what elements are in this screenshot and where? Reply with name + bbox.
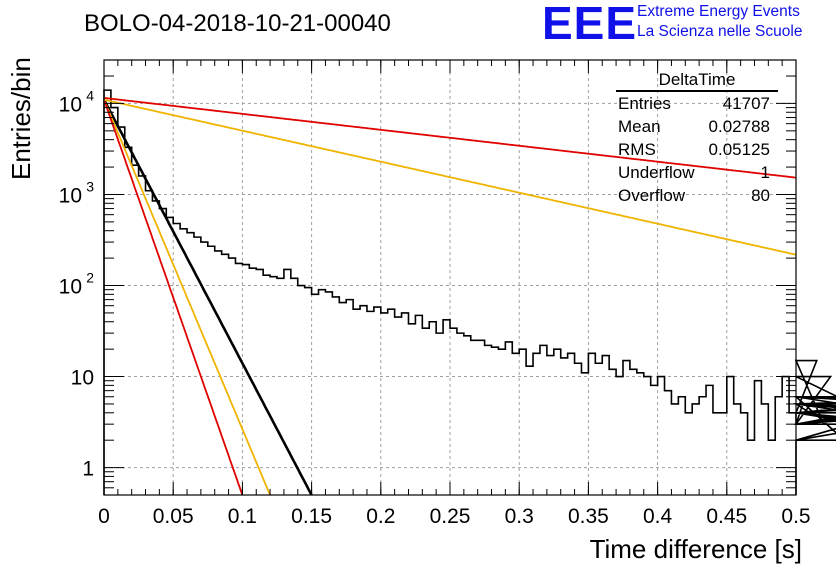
stats-value: 1 [760,163,770,182]
x-tick-label: 0.1 [228,505,257,528]
stats-value: 80 [751,186,770,205]
logo-line-1: Extreme Energy Events [637,3,800,20]
y-tick-exponent: 4 [86,87,94,103]
fit-curve-5 [103,97,797,179]
y-tick-label: 10 [59,93,82,116]
stats-label: RMS [618,140,656,159]
y-tick-exponent: 2 [86,270,94,286]
grid-lines [104,60,796,495]
x-tick-label: 0 [98,505,110,528]
y-axis-label: Entries/bin [6,57,36,180]
logo-line-2: La Scienza nelle Scuole [637,23,803,40]
axes-frame: 0 0.05 0.1 0.15 0.2 0.25 0.3 0.35 0.4 0.45 0.5 1 10 1… [59,59,811,528]
stats-box: DeltaTime Entries 41707 Mean 0.02788 RMS… [610,70,778,207]
stats-label: Overflow [618,186,686,205]
x-tick-label: 0.3 [505,505,534,528]
fit-curve-2 [103,99,271,496]
stats-row-overflow: Overflow 80 [610,184,778,207]
x-tick-label: 0.5 [781,505,810,528]
y-tick-label: 10 [71,367,94,390]
stats-box-title: DeltaTime [616,70,778,92]
fit-curves [102,97,797,496]
stats-row-entries: Entries 41707 [610,92,778,115]
x-tick-label: 0.2 [366,505,395,528]
x-tick-label: 0.45 [706,505,747,528]
stats-label: Entries [618,94,671,113]
stats-label: Underflow [618,163,695,182]
stats-value: 41707 [722,94,770,113]
stats-value: 0.05125 [708,140,770,159]
fit-curve-1 [102,99,313,496]
histogram-layer [103,89,836,495]
stats-label: Mean [618,117,661,136]
y-tick-label: 1 [82,458,94,481]
stats-row-underflow: Underflow 1 [610,161,778,184]
x-axis-label: Time difference [s] [589,534,802,564]
histogram-outline [103,89,836,495]
y-tick-exponent: 3 [86,178,94,194]
fit-curve-3 [103,99,244,496]
stats-value: 0.02788 [708,117,770,136]
x-tick-label: 0.4 [643,505,673,528]
x-tick-label: 0.35 [568,505,609,528]
x-tick-label: 0.15 [291,505,332,528]
x-tick-label: 0.05 [153,505,194,528]
stats-row-mean: Mean 0.02788 [610,115,778,138]
x-tick-label: 0.25 [430,505,471,528]
plot-frame [103,59,797,496]
y-tick-label: 10 [59,184,82,207]
eee-logo: EEE [542,0,638,49]
chart-title: BOLO-04-2018-10-21-00040 [84,10,391,37]
stats-row-rms: RMS 0.05125 [610,138,778,161]
fit-curve-4 [103,98,797,256]
y-tick-label: 10 [59,276,82,299]
